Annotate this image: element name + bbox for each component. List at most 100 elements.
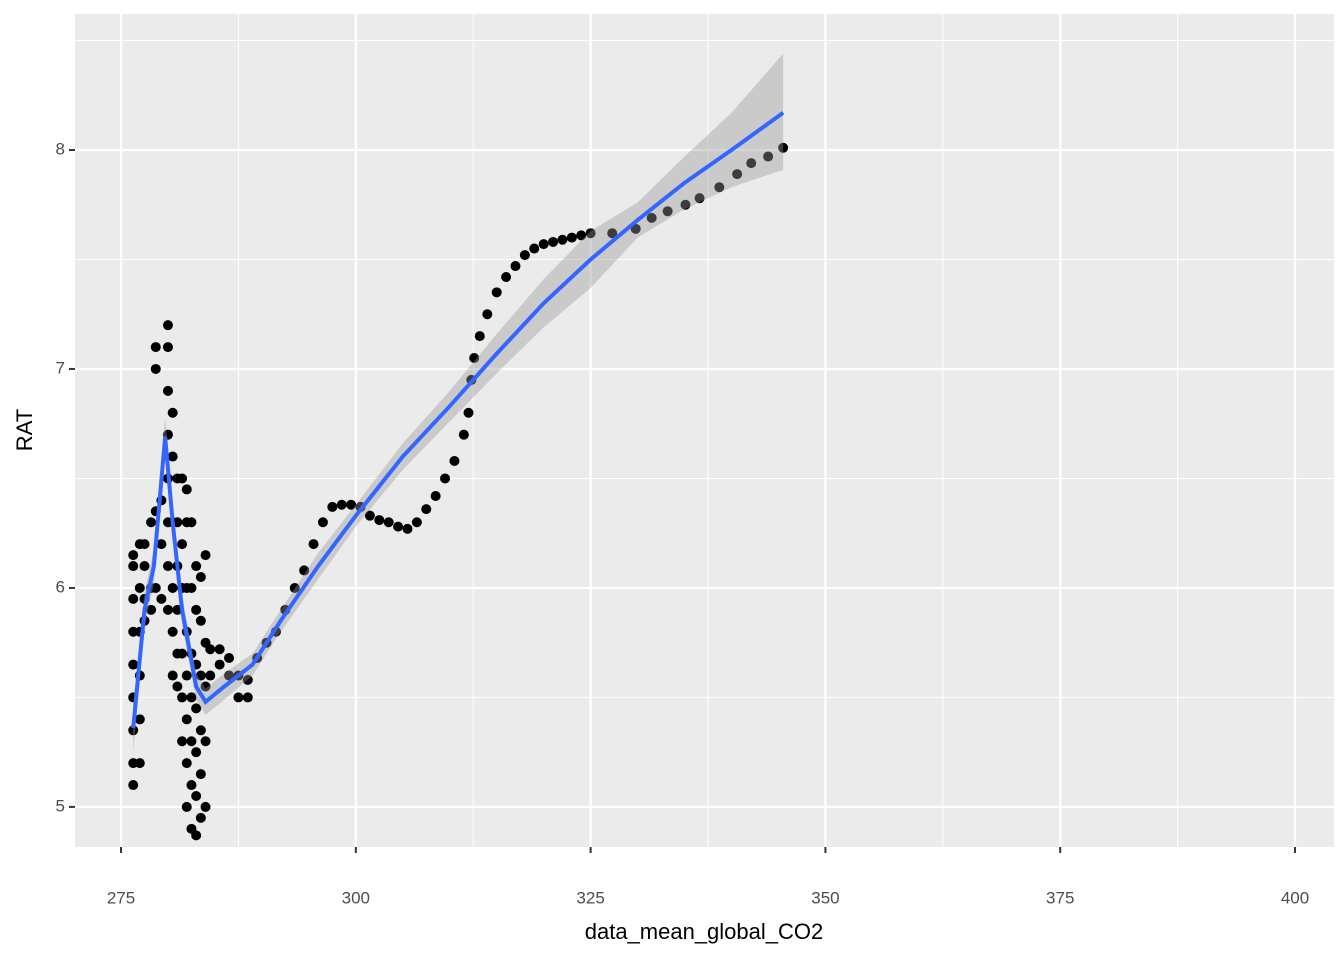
point xyxy=(242,692,253,703)
point xyxy=(449,455,460,466)
point xyxy=(566,232,577,243)
point xyxy=(181,714,192,725)
point xyxy=(134,582,145,593)
point xyxy=(139,561,150,572)
point xyxy=(662,206,673,217)
point xyxy=(224,653,235,664)
point xyxy=(191,790,202,801)
point xyxy=(346,499,357,510)
point xyxy=(177,473,188,484)
point xyxy=(186,780,197,791)
point xyxy=(128,561,139,572)
point xyxy=(646,212,657,223)
point xyxy=(538,239,549,250)
point xyxy=(167,626,178,637)
point xyxy=(214,659,225,670)
point xyxy=(469,353,480,364)
point xyxy=(233,692,244,703)
point xyxy=(134,714,145,725)
point xyxy=(214,644,225,655)
point xyxy=(374,515,385,526)
point xyxy=(491,287,502,298)
point xyxy=(195,812,206,823)
point xyxy=(463,407,474,418)
point xyxy=(195,615,206,626)
point xyxy=(242,674,253,685)
point xyxy=(585,228,596,239)
point xyxy=(167,451,178,462)
x-tick-label: 400 xyxy=(1281,888,1309,907)
point xyxy=(383,517,394,528)
point xyxy=(186,692,197,703)
point xyxy=(519,250,530,261)
point xyxy=(162,342,173,353)
point xyxy=(364,510,375,521)
point xyxy=(167,407,178,418)
point xyxy=(205,670,216,681)
point xyxy=(191,703,202,714)
point xyxy=(181,670,192,681)
point xyxy=(195,670,206,681)
point xyxy=(576,230,587,241)
point xyxy=(128,780,139,791)
point xyxy=(128,725,139,736)
point xyxy=(529,243,540,254)
point xyxy=(167,670,178,681)
point xyxy=(195,571,206,582)
point xyxy=(557,234,568,245)
point xyxy=(200,550,211,561)
x-tick-label: 375 xyxy=(1046,888,1074,907)
point xyxy=(177,648,188,659)
point xyxy=(694,193,705,204)
point xyxy=(134,758,145,769)
point xyxy=(224,670,235,681)
point xyxy=(778,142,789,153)
point xyxy=(186,517,197,528)
point xyxy=(440,473,451,484)
point xyxy=(128,550,139,561)
x-tick-label: 275 xyxy=(107,888,135,907)
point xyxy=(177,539,188,550)
point xyxy=(299,565,310,576)
point xyxy=(186,736,197,747)
point xyxy=(139,539,150,550)
point xyxy=(200,801,211,812)
x-tick-label: 325 xyxy=(576,888,604,907)
point xyxy=(162,604,173,615)
point xyxy=(177,692,188,703)
point xyxy=(191,561,202,572)
point xyxy=(474,331,485,342)
y-tick-label: 7 xyxy=(56,358,65,377)
point xyxy=(501,271,512,282)
point xyxy=(411,517,422,528)
point xyxy=(162,561,173,572)
point xyxy=(128,659,139,670)
point xyxy=(680,199,691,210)
point xyxy=(732,169,743,180)
point xyxy=(200,736,211,747)
x-tick-label: 300 xyxy=(342,888,370,907)
point xyxy=(393,521,404,532)
point xyxy=(510,261,521,272)
point xyxy=(191,604,202,615)
point xyxy=(186,582,197,593)
point xyxy=(317,517,328,528)
point xyxy=(607,228,618,239)
point xyxy=(200,681,211,692)
panel xyxy=(75,14,1334,847)
point xyxy=(150,582,161,593)
point xyxy=(146,604,157,615)
point xyxy=(195,725,206,736)
smooth-line xyxy=(131,111,785,729)
point xyxy=(177,736,188,747)
point xyxy=(172,681,183,692)
point xyxy=(714,182,725,193)
point xyxy=(162,385,173,396)
point xyxy=(181,801,192,812)
point xyxy=(167,582,178,593)
y-axis-title: RAT xyxy=(12,409,37,451)
point xyxy=(181,758,192,769)
y-tick-label: 5 xyxy=(56,796,65,815)
point xyxy=(181,484,192,495)
